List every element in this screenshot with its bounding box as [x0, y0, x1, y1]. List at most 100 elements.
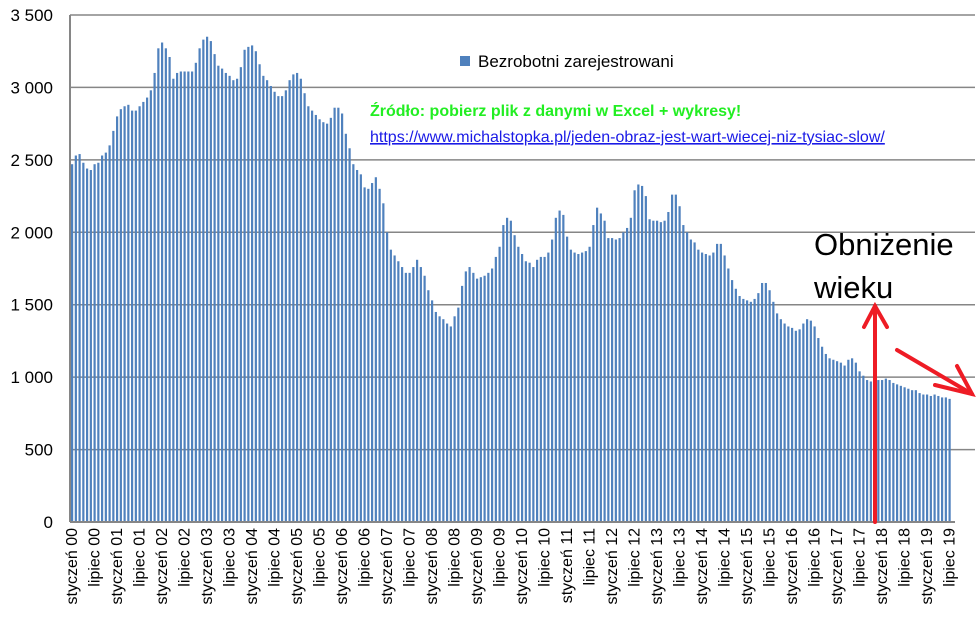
x-tick-label: styczeń 07 — [379, 528, 396, 605]
bar — [314, 114, 317, 523]
bar — [284, 90, 287, 522]
bar — [513, 235, 516, 522]
bar — [674, 194, 677, 522]
bar — [464, 271, 467, 522]
bar — [704, 254, 707, 522]
bar — [472, 272, 475, 522]
bar — [948, 398, 951, 522]
y-tick-label: 500 — [25, 441, 53, 460]
x-tick-label: styczeń 01 — [109, 528, 126, 605]
bar — [731, 280, 734, 522]
bar — [618, 238, 621, 522]
y-tick-label: 2 500 — [10, 151, 53, 170]
bar — [408, 272, 411, 522]
bar — [378, 188, 381, 523]
bar — [179, 71, 182, 522]
x-tick-label: lipiec 14 — [717, 528, 734, 587]
bar — [247, 46, 250, 523]
bar — [922, 394, 925, 522]
bar — [363, 187, 366, 522]
bar — [644, 196, 647, 523]
bar — [356, 169, 359, 523]
bar — [112, 130, 115, 522]
bar — [524, 261, 527, 522]
x-tick-label: lipiec 00 — [87, 528, 104, 587]
bar — [911, 390, 914, 522]
bar — [749, 301, 752, 522]
bar — [494, 256, 497, 522]
bar — [374, 177, 377, 523]
x-tick-label: lipiec 05 — [312, 528, 329, 587]
x-tick-label: styczeń 19 — [919, 528, 936, 605]
source-link[interactable]: https://www.michalstopka.pl/jeden-obraz-… — [370, 129, 885, 146]
x-tick-label: lipiec 07 — [402, 528, 419, 587]
bar — [446, 323, 449, 522]
bar — [438, 316, 441, 522]
bar — [929, 395, 932, 522]
bar — [558, 210, 561, 523]
bar — [562, 214, 565, 522]
bar — [311, 110, 314, 522]
bar — [536, 259, 539, 522]
bar — [243, 49, 246, 522]
bar — [671, 194, 674, 522]
bar — [483, 275, 486, 522]
bar — [307, 106, 310, 522]
bar — [213, 54, 216, 523]
bar — [663, 220, 666, 522]
bar — [768, 290, 771, 522]
bar — [941, 397, 944, 522]
bar — [74, 155, 77, 523]
x-tick-label: lipiec 18 — [897, 528, 914, 587]
bar — [554, 217, 557, 523]
x-tick-label: lipiec 09 — [492, 528, 509, 587]
bar — [116, 116, 119, 523]
bar — [281, 96, 284, 523]
bar — [836, 361, 839, 522]
bar — [119, 109, 122, 523]
bar — [727, 268, 730, 522]
bar — [592, 225, 595, 523]
arrow-down-right-icon — [895, 348, 976, 398]
bar — [821, 346, 824, 522]
x-tick-label: lipiec 06 — [357, 528, 374, 587]
x-tick-label: lipiec 02 — [177, 528, 194, 587]
bar — [933, 394, 936, 522]
x-tick-label: lipiec 11 — [582, 528, 599, 586]
bar — [528, 262, 531, 522]
bar — [296, 72, 299, 522]
bar — [701, 252, 704, 522]
bar — [637, 184, 640, 523]
bar — [791, 327, 794, 522]
bar — [176, 72, 179, 522]
bar — [596, 207, 599, 522]
x-axis-labels: styczeń 00 lipiec 00 styczeń 01 lipiec 01 st… — [64, 528, 959, 605]
bar — [832, 359, 835, 522]
x-tick-label: lipiec 12 — [627, 528, 644, 587]
bar — [881, 380, 884, 522]
bar — [944, 397, 947, 522]
bar — [858, 371, 861, 522]
bar — [101, 155, 104, 523]
bar — [738, 296, 741, 522]
bar — [221, 68, 224, 523]
bar — [416, 259, 419, 522]
y-axis-labels: 0 500 1 000 1 500 2 000 2 500 3 000 3 500 — [10, 6, 53, 532]
x-tick-label: lipiec 03 — [222, 528, 239, 587]
bar — [142, 101, 145, 523]
bar — [903, 387, 906, 522]
bar — [506, 217, 509, 523]
bar — [337, 107, 340, 523]
y-tick-label: 2 000 — [10, 223, 53, 242]
bar — [896, 384, 899, 522]
bar — [862, 375, 865, 522]
bar — [899, 385, 902, 522]
bar — [153, 72, 156, 522]
bar — [232, 80, 235, 522]
bar — [794, 330, 797, 522]
bar — [509, 220, 512, 522]
x-tick-label: lipiec 16 — [807, 528, 824, 587]
bar — [461, 285, 464, 522]
bar — [577, 254, 580, 522]
bar — [693, 242, 696, 522]
